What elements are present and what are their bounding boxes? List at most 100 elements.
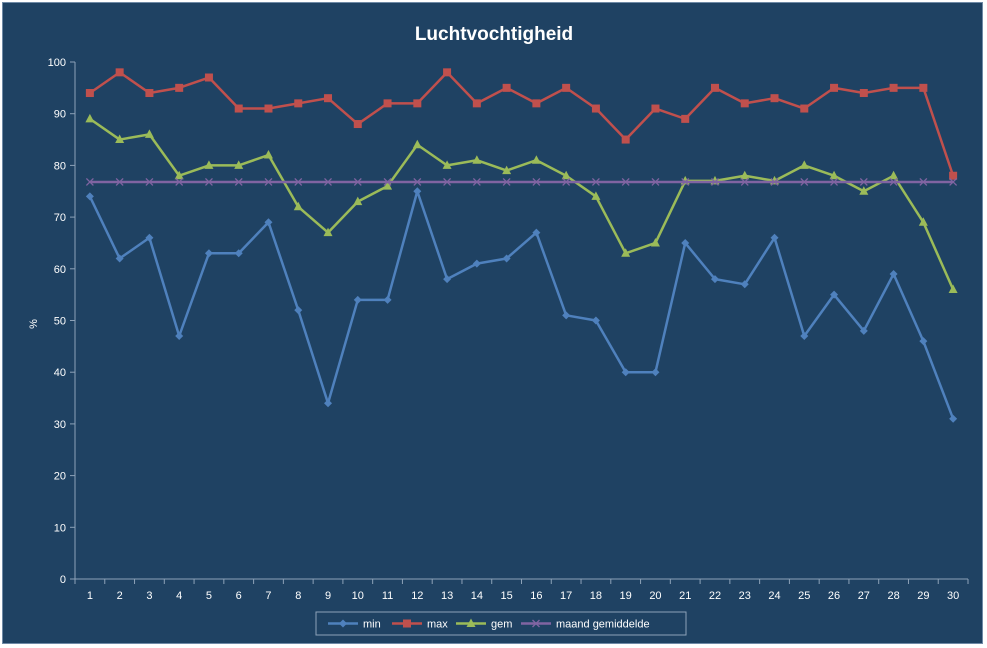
series-line — [88, 190, 955, 420]
data-point — [621, 248, 631, 257]
data-point — [442, 160, 452, 169]
legend-marker — [532, 619, 540, 628]
data-point — [413, 177, 422, 186]
legend-box — [315, 611, 687, 636]
x-tick-label: 17 — [560, 590, 572, 602]
data-point — [948, 284, 958, 293]
data-point — [740, 280, 749, 289]
data-point — [532, 228, 541, 237]
data-point — [651, 104, 660, 113]
data-point — [353, 196, 363, 206]
data-point — [85, 89, 94, 98]
legend-marker — [466, 618, 476, 627]
y-tick-label: 80 — [54, 160, 66, 172]
legend-marker — [403, 619, 411, 628]
data-point — [650, 237, 660, 247]
data-point — [294, 99, 303, 108]
data-point — [859, 177, 868, 186]
data-point — [710, 83, 719, 92]
data-point — [294, 306, 303, 315]
data-point — [918, 217, 928, 226]
data-point — [889, 177, 898, 186]
x-tick-label: 24 — [768, 590, 780, 602]
data-point — [591, 104, 600, 113]
x-tick-label: 14 — [471, 590, 483, 602]
data-point — [204, 73, 213, 82]
data-point — [710, 275, 719, 284]
data-point — [770, 233, 779, 242]
x-tick-label: 2 — [117, 590, 123, 602]
series-max — [85, 68, 958, 180]
data-point — [532, 177, 541, 186]
data-point — [234, 104, 243, 113]
data-point — [740, 177, 749, 186]
data-point — [443, 275, 452, 284]
data-point — [770, 94, 779, 103]
data-point — [144, 129, 154, 138]
series-min — [85, 187, 958, 423]
y-tick-label: 90 — [54, 109, 66, 121]
y-tick-label: 30 — [54, 419, 66, 431]
data-point — [561, 170, 571, 180]
data-point — [799, 160, 809, 169]
data-point — [502, 177, 511, 186]
line-chart: Luchtvochtigheid % 0 10 20 30 40 50 60 70 80 90 10… — [28, 24, 969, 636]
data-point — [324, 94, 333, 103]
data-point — [145, 233, 154, 242]
legend-label: gem — [491, 619, 512, 631]
data-point — [294, 177, 303, 186]
series-line — [89, 117, 955, 290]
data-point — [740, 170, 750, 180]
x-tick-label: 5 — [206, 590, 212, 602]
data-point — [531, 155, 541, 164]
legend-item: max — [392, 619, 448, 631]
data-point — [711, 177, 719, 186]
data-point — [621, 368, 630, 377]
data-point — [234, 160, 244, 169]
data-point — [681, 177, 690, 186]
data-point — [562, 83, 571, 92]
x-tick-label: 16 — [530, 590, 542, 602]
x-tick-label: 23 — [739, 590, 751, 602]
data-point — [85, 177, 94, 186]
x-tick-label: 10 — [352, 590, 364, 602]
data-point — [830, 83, 839, 92]
x-tick-label: 9 — [325, 590, 331, 602]
data-point — [383, 177, 392, 186]
legend: min max gem maand gemiddelde — [315, 611, 687, 636]
data-point — [949, 177, 958, 186]
x-tick-label: 4 — [176, 590, 182, 602]
legend-label: maand gemiddelde — [556, 619, 650, 631]
y-tick-label: 60 — [54, 264, 66, 276]
data-point — [115, 134, 125, 144]
data-point — [85, 113, 95, 123]
x-tick-label: 21 — [679, 590, 691, 602]
x-tick-label: 6 — [236, 590, 242, 602]
data-point — [562, 177, 571, 186]
data-point — [264, 104, 273, 113]
data-point — [591, 191, 601, 200]
data-point — [591, 316, 600, 325]
x-tick-label: 12 — [411, 590, 423, 602]
data-point — [383, 295, 392, 304]
legend-item: min — [328, 619, 381, 631]
data-point — [443, 177, 452, 186]
data-point — [383, 99, 392, 108]
data-point — [85, 192, 94, 201]
data-point — [502, 165, 512, 175]
series-line — [89, 71, 955, 177]
x-tick-label: 26 — [828, 590, 840, 602]
data-point — [443, 68, 452, 77]
data-point — [323, 227, 333, 237]
chart-title: Luchtvochtigheid — [415, 24, 573, 45]
data-point — [412, 139, 422, 149]
x-tick-label: 8 — [295, 590, 301, 602]
data-point — [413, 187, 422, 196]
data-point — [234, 177, 243, 186]
data-point — [204, 249, 213, 258]
data-point — [830, 290, 839, 299]
data-point — [115, 68, 124, 77]
data-point — [829, 170, 839, 180]
